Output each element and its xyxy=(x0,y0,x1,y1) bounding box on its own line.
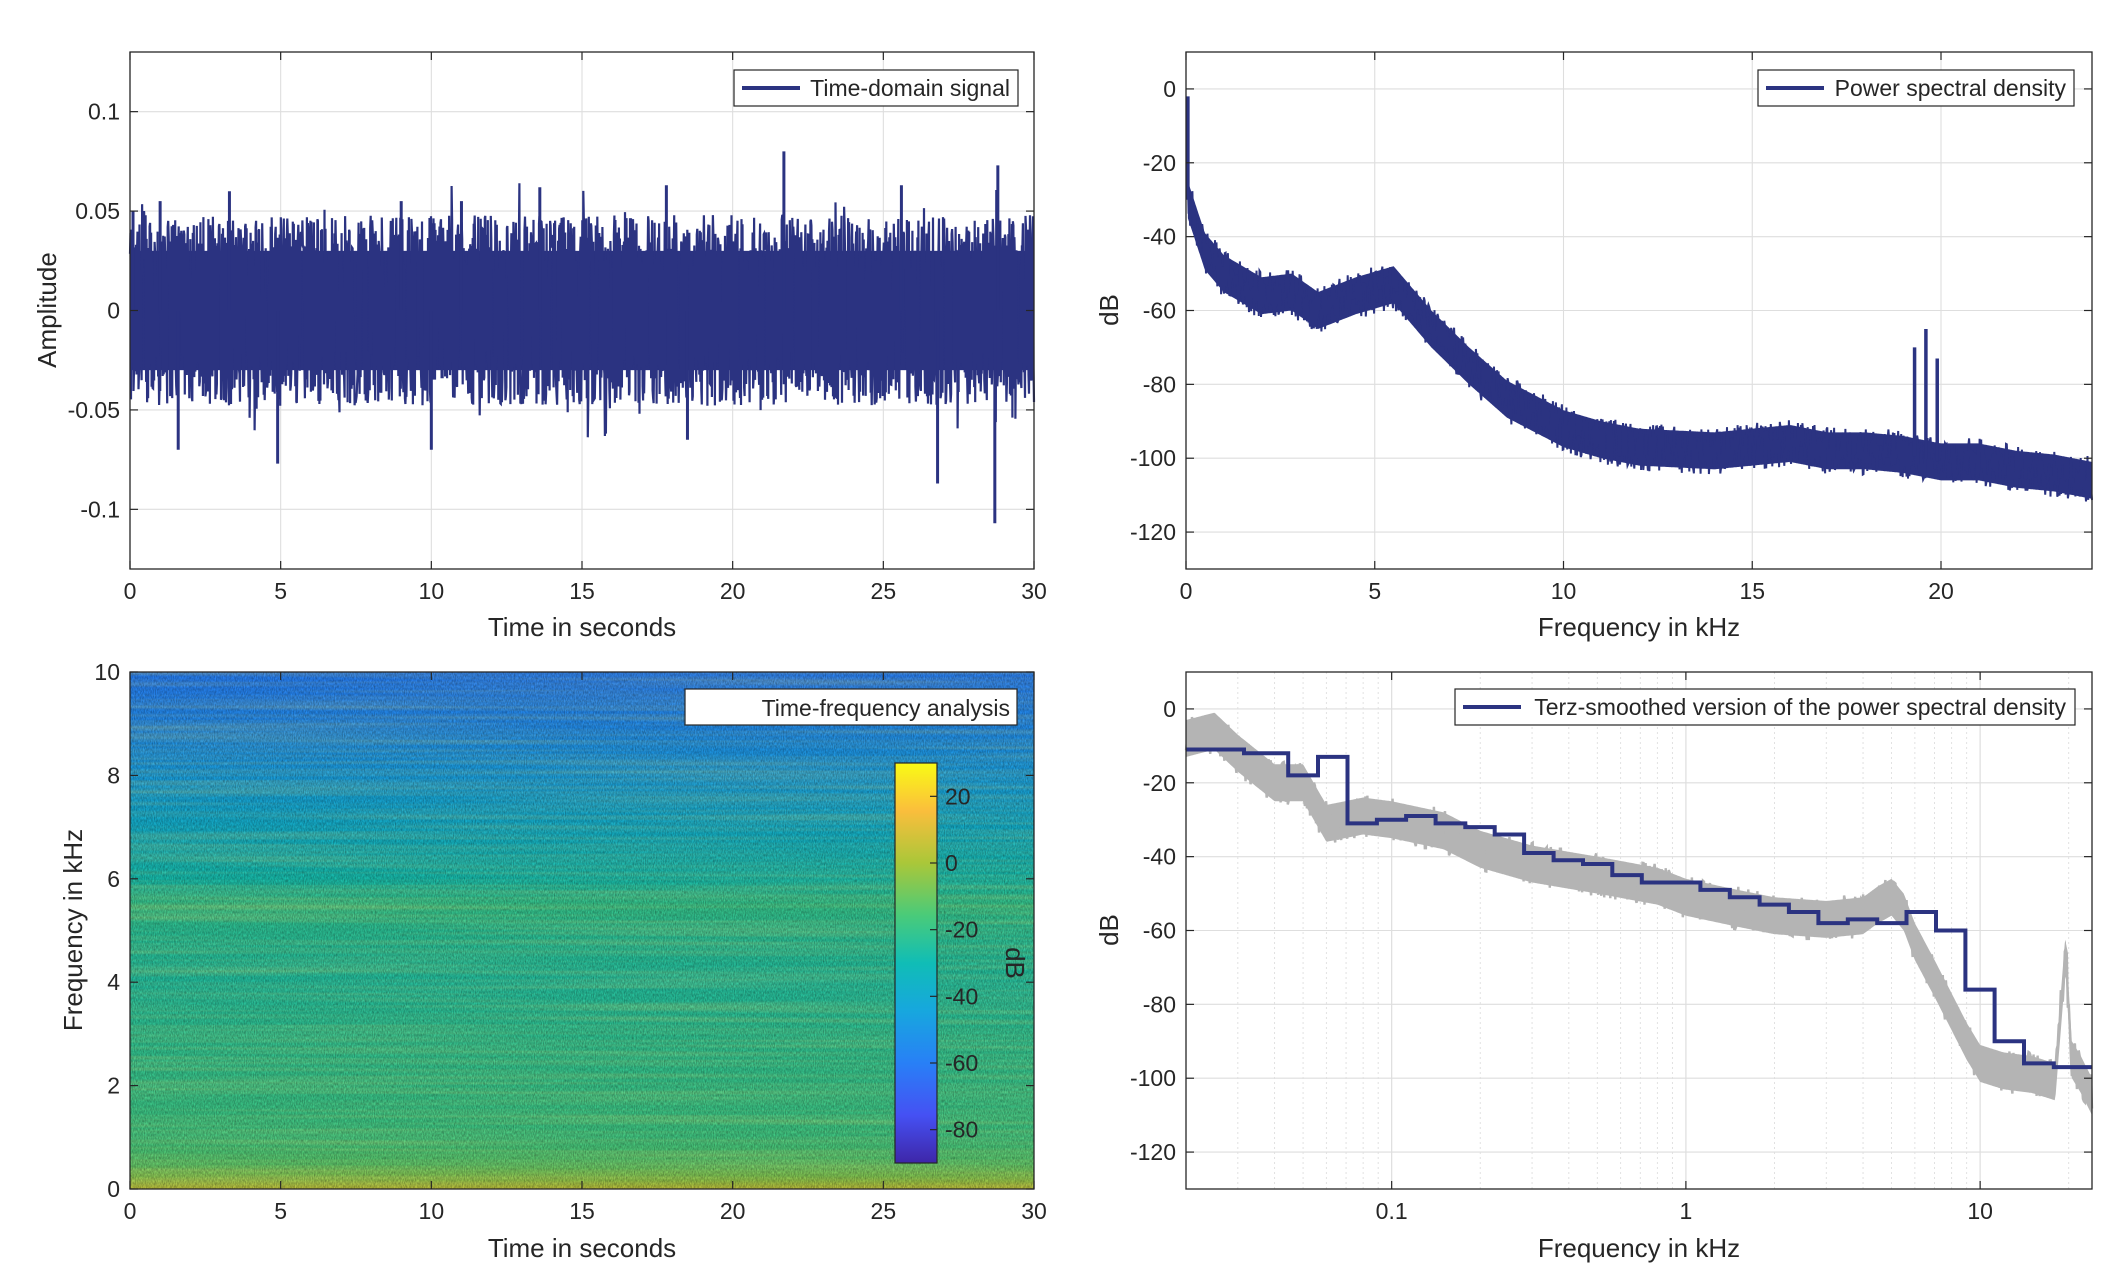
time-domain-xlabel: Time in seconds xyxy=(488,612,676,642)
x-tick-label: 20 xyxy=(720,578,746,604)
y-tick-label: 0.1 xyxy=(88,99,120,125)
time-domain-panel: 0 5 10 15 20 25 30 -0.1 -0.05 0 0.05 0.1 Time-domai… xyxy=(32,51,1047,642)
time-domain-legend: Time-domain signal xyxy=(733,69,1019,107)
y-tick-label: -120 xyxy=(1130,1139,1176,1165)
colorbar-label: dB xyxy=(1000,947,1030,979)
psd-xlabel: Frequency in kHz xyxy=(1538,612,1740,642)
y-tick-label: 0.05 xyxy=(75,198,120,224)
y-tick-label: -100 xyxy=(1130,445,1176,471)
y-tick-label: -80 xyxy=(1143,991,1176,1017)
x-tick-label: 0 xyxy=(1180,578,1193,604)
x-tick-label: 15 xyxy=(1739,578,1765,604)
colorbar-tick-label: 20 xyxy=(945,783,971,809)
terz-ylabel: dB xyxy=(1094,914,1124,946)
terz-panel: 0.1 1 10 -120 -100 -80 -60 -40 -20 0 Terz-smoothe… xyxy=(1094,671,2094,1263)
colorbar-tick-label: -40 xyxy=(945,983,978,1009)
terz-legend-label: Terz-smoothed version of the power spect… xyxy=(1534,694,2066,720)
colorbar-tick-label: -80 xyxy=(945,1117,978,1143)
terz-xlabel: Frequency in kHz xyxy=(1538,1233,1740,1263)
colorbar-tick-label: -20 xyxy=(945,917,978,943)
spectrogram-noise xyxy=(130,672,1034,1189)
colorbar-tick-label: -60 xyxy=(945,1050,978,1076)
y-tick-label: -60 xyxy=(1143,918,1176,944)
x-tick-label: 10 xyxy=(1967,1198,1993,1224)
x-tick-label: 30 xyxy=(1021,578,1047,604)
x-tick-label: 5 xyxy=(1368,578,1381,604)
y-tick-label: -100 xyxy=(1130,1065,1176,1091)
x-tick-label: 25 xyxy=(871,1198,897,1224)
y-tick-label: 8 xyxy=(107,762,120,788)
x-tick-label: 30 xyxy=(1021,1198,1047,1224)
x-tick-label: 10 xyxy=(1551,578,1577,604)
x-tick-label: 0 xyxy=(124,1198,137,1224)
psd-trace xyxy=(1186,182,2093,502)
terz-step-line xyxy=(1186,747,2092,1070)
spectrogram-panel: 0 5 10 15 20 25 30 0 2 4 6 8 10 Time-frequency analy… xyxy=(58,659,1047,1263)
psd-legend-label: Power spectral density xyxy=(1835,75,2067,101)
x-tick-label: 15 xyxy=(569,1198,595,1224)
y-tick-label: 0 xyxy=(107,1176,120,1202)
x-tick-label: 25 xyxy=(871,578,897,604)
x-tick-label: 5 xyxy=(274,1198,287,1224)
colorbar-gradient xyxy=(894,762,938,1164)
colorbar-tick-label: 0 xyxy=(945,850,958,876)
signal-trace xyxy=(128,183,1036,438)
y-tick-label: -0.05 xyxy=(68,397,120,423)
y-tick-label: -20 xyxy=(1143,770,1176,796)
time-domain-legend-label: Time-domain signal xyxy=(810,75,1010,101)
y-tick-label: -40 xyxy=(1143,224,1176,250)
psd-ylabel: dB xyxy=(1094,294,1124,326)
y-tick-label: -80 xyxy=(1143,371,1176,397)
y-tick-label: -20 xyxy=(1143,150,1176,176)
psd-panel: 0 5 10 15 20 -120 -100 -80 -60 -40 -20 0 Power spec… xyxy=(1094,51,2093,642)
x-tick-label: 20 xyxy=(1928,578,1954,604)
x-tick-label: 20 xyxy=(720,1198,746,1224)
y-tick-label: 0 xyxy=(1163,696,1176,722)
y-tick-label: -120 xyxy=(1130,519,1176,545)
spectrogram-legend-label: Time-frequency analysis xyxy=(762,695,1010,721)
y-tick-label: 6 xyxy=(107,866,120,892)
terz-legend: Terz-smoothed version of the power spect… xyxy=(1454,688,2076,726)
y-tick-label: 4 xyxy=(107,969,120,995)
y-tick-label: 2 xyxy=(107,1073,120,1099)
y-tick-label: 0 xyxy=(107,298,120,324)
time-domain-ylabel: Amplitude xyxy=(32,252,62,368)
x-tick-label: 0.1 xyxy=(1376,1198,1408,1224)
y-tick-label: -60 xyxy=(1143,298,1176,324)
y-tick-label: -40 xyxy=(1143,844,1176,870)
x-tick-label: 10 xyxy=(419,578,445,604)
x-tick-label: 1 xyxy=(1679,1198,1692,1224)
x-tick-label: 0 xyxy=(124,578,137,604)
y-tick-label: -0.1 xyxy=(80,496,120,522)
colorbar: -80 -60 -40 -20 0 20 dB xyxy=(894,762,1030,1164)
spectrogram-ylabel: Frequency in kHz xyxy=(58,829,88,1031)
x-tick-label: 10 xyxy=(419,1198,445,1224)
y-tick-label: 0 xyxy=(1163,76,1176,102)
x-tick-label: 15 xyxy=(569,578,595,604)
spectrogram-legend: Time-frequency analysis xyxy=(684,688,1018,726)
y-tick-label: 10 xyxy=(94,659,120,685)
x-tick-label: 5 xyxy=(274,578,287,604)
spectrogram-xlabel: Time in seconds xyxy=(488,1233,676,1263)
psd-legend: Power spectral density xyxy=(1757,69,2075,107)
